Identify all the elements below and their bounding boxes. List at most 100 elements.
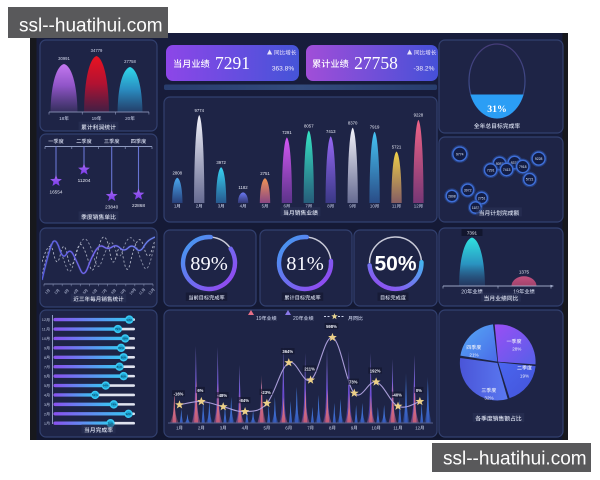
svg-text:8: 8 [110,291,114,295]
svg-text:12: 12 [148,290,154,296]
svg-text:1182: 1182 [238,185,248,190]
svg-text:1: 1 [44,421,46,426]
svg-text:32%: 32% [484,396,493,401]
svg-text:-38.2%: -38.2% [414,66,435,73]
svg-text:ssl--huatihui.com: ssl--huatihui.com [443,449,587,470]
svg-text:7291: 7291 [215,53,250,73]
svg-text:51%: 51% [92,393,98,397]
svg-text:9: 9 [44,346,46,351]
svg-text:10: 10 [370,204,375,209]
svg-text:8: 8 [329,425,332,430]
svg-text:598%: 598% [326,324,337,329]
svg-text:7413: 7413 [503,168,511,172]
svg-text:6%: 6% [197,388,203,393]
svg-text:7291: 7291 [487,168,495,172]
svg-text:7: 7 [307,425,310,430]
svg-text:22868: 22868 [132,203,145,208]
svg-text:10: 10 [42,336,47,341]
svg-text:1: 1 [174,204,177,209]
svg-text:7291: 7291 [282,130,292,135]
svg-text:364%: 364% [282,349,293,354]
svg-text:86%: 86% [121,374,127,378]
svg-text:4: 4 [73,291,77,295]
svg-text:363.8%: 363.8% [272,66,295,73]
svg-text:19%: 19% [520,374,529,379]
svg-text:28%: 28% [512,347,521,352]
svg-text:27758: 27758 [354,53,398,73]
svg-text:21%: 21% [469,353,478,358]
svg-text:2: 2 [54,291,58,295]
svg-text:2751: 2751 [260,171,270,176]
svg-text:0%: 0% [416,388,422,393]
svg-text:5: 5 [44,383,46,388]
svg-text:9: 9 [120,291,124,295]
svg-text:8: 8 [327,204,330,209]
svg-text:11204: 11204 [78,178,91,183]
svg-text:10: 10 [129,290,135,296]
svg-text:89%: 89% [190,253,228,275]
svg-text:5: 5 [82,291,86,295]
svg-text:1: 1 [44,291,48,295]
svg-text:11: 11 [42,327,46,332]
svg-text:4: 4 [242,425,245,430]
svg-text:7919: 7919 [370,125,380,130]
svg-text:20: 20 [461,289,467,295]
svg-text:3972: 3972 [216,160,226,165]
svg-text:7: 7 [305,204,308,209]
svg-text:79%: 79% [115,327,121,331]
svg-text:64%: 64% [103,384,109,388]
svg-text:9774: 9774 [456,152,464,156]
svg-text:8057: 8057 [304,123,314,128]
svg-text:93%: 93% [126,318,132,322]
svg-text:2: 2 [44,411,46,416]
svg-text:92%: 92% [125,412,131,416]
svg-text:30991: 30991 [58,56,70,61]
svg-text:27758: 27758 [124,59,136,64]
svg-text:9: 9 [349,204,352,209]
svg-text:19: 19 [92,116,98,121]
svg-text:5: 5 [262,204,265,209]
svg-text:10: 10 [372,425,377,430]
svg-text:1182: 1182 [472,206,479,210]
svg-text:20: 20 [125,116,131,121]
svg-text:-16%: -16% [174,391,184,396]
svg-text:31%: 31% [487,104,507,115]
svg-text:6: 6 [92,291,96,295]
svg-text:9: 9 [351,425,354,430]
svg-text:3972: 3972 [464,188,472,192]
svg-text:88%: 88% [122,337,128,341]
svg-text:23840: 23840 [105,205,118,210]
svg-text:11: 11 [392,204,397,209]
svg-text:3: 3 [44,402,46,407]
svg-text:34779: 34779 [91,48,103,53]
svg-text:2: 2 [196,204,199,209]
svg-text:86%: 86% [121,355,127,359]
svg-text:7918: 7918 [519,165,527,169]
svg-text:19: 19 [256,316,262,322]
svg-text:11: 11 [138,290,143,295]
svg-text:19: 19 [513,289,519,295]
svg-text:1: 1 [176,425,179,430]
svg-text:9774: 9774 [194,108,204,113]
svg-text:5721: 5721 [526,178,534,182]
svg-text:70%: 70% [108,421,114,425]
svg-text:4: 4 [240,204,243,209]
svg-text:12: 12 [42,317,46,322]
svg-text:-48%: -48% [217,393,227,398]
svg-text:4: 4 [44,393,47,398]
svg-text:8370: 8370 [511,161,519,165]
svg-text:-23%: -23% [261,390,271,395]
svg-text:1375: 1375 [519,270,530,275]
svg-text:192%: 192% [370,369,381,374]
svg-text:8370: 8370 [348,120,358,125]
svg-text:11: 11 [393,425,398,430]
svg-text:ssl--huatihui.com: ssl--huatihui.com [19,16,163,37]
svg-text:8: 8 [44,355,46,360]
svg-text:2751: 2751 [478,196,486,200]
svg-text:18: 18 [59,116,65,121]
svg-text:2808: 2808 [173,171,183,176]
svg-text:6: 6 [44,374,46,379]
svg-text:3: 3 [63,291,67,295]
svg-text:2808: 2808 [448,194,456,198]
svg-text:12: 12 [415,425,420,430]
